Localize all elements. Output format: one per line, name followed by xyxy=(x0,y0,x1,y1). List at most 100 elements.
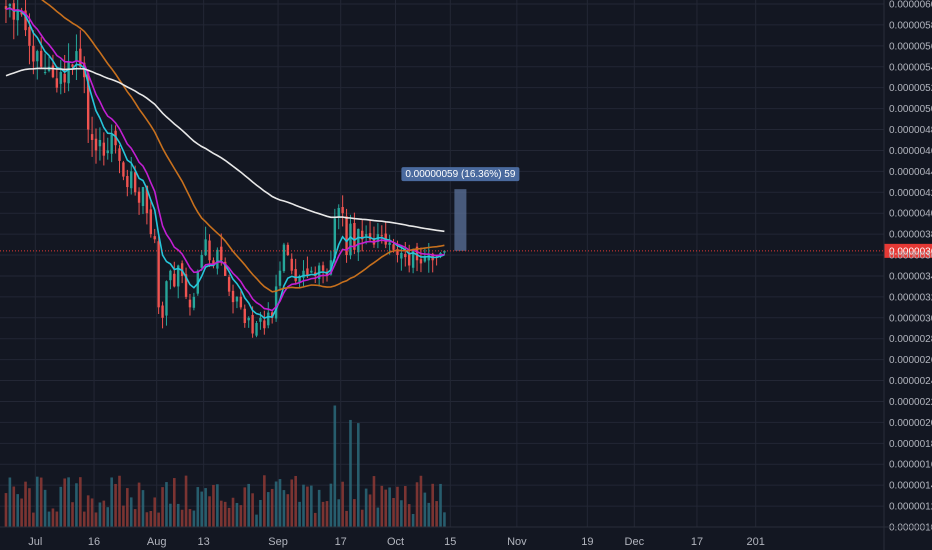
y-tick: 0.00000560 xyxy=(889,41,932,52)
x-tick: 17 xyxy=(335,536,347,548)
y-tick: 0.00000500 xyxy=(889,104,932,115)
volume-bar xyxy=(435,501,438,527)
time-axis[interactable]: Jul 16 Aug 13 Sep 17 Oct 15 Nov 19 Dec 17 201 xyxy=(28,536,765,548)
y-tick: 0.00000260 xyxy=(889,355,932,366)
volume-bar xyxy=(59,486,63,527)
candle-body xyxy=(39,50,43,67)
volume-bar xyxy=(102,500,106,527)
candle-body xyxy=(94,138,98,151)
candle-body xyxy=(400,252,403,259)
volume-bar xyxy=(310,485,313,527)
last-price-tag-text: 0.00000364 xyxy=(889,246,932,257)
volume-bar xyxy=(51,508,55,527)
candle-body xyxy=(4,6,8,10)
candle-body xyxy=(337,207,340,218)
y-tick-label: 0.00000180 xyxy=(889,439,932,450)
volume-bar xyxy=(188,509,192,527)
y-tick-label: 0.00000580 xyxy=(889,20,932,31)
y-tick-label: 0.00000300 xyxy=(889,313,932,324)
measure-tool[interactable]: 0.00000059 (16.36%) 59 xyxy=(401,167,520,251)
volume-bar xyxy=(161,487,164,527)
volume-bar xyxy=(403,486,407,527)
y-tick-label: 0.00000400 xyxy=(889,209,932,220)
candle-body xyxy=(396,249,399,256)
candle-body xyxy=(223,261,227,276)
volume-bar xyxy=(90,498,94,527)
volume-bar xyxy=(212,484,215,527)
volume-bar xyxy=(216,484,219,527)
candle-body xyxy=(102,142,106,156)
volume-bar xyxy=(79,477,82,527)
y-tick-label: 0.00000540 xyxy=(889,62,932,73)
candle-body xyxy=(16,9,19,21)
candle-body xyxy=(43,71,47,73)
volume-bar xyxy=(423,492,427,527)
x-tick: 13 xyxy=(198,536,210,548)
candle-body xyxy=(243,308,246,324)
volume-bar xyxy=(317,489,321,527)
x-tick-label: Sep xyxy=(268,536,288,548)
candle-body xyxy=(20,12,23,15)
volume-bar xyxy=(368,494,372,527)
volume-bar xyxy=(118,475,121,527)
volume-bar xyxy=(8,477,12,527)
volume-bar xyxy=(282,490,286,527)
volume-bar xyxy=(47,511,51,527)
candle-body xyxy=(169,270,172,281)
x-tick: 15 xyxy=(444,536,456,548)
volume-bar xyxy=(360,509,364,527)
last-price-tag-bg xyxy=(884,243,932,258)
candle-body xyxy=(278,270,282,286)
volume-bar xyxy=(86,495,90,527)
volume-bar xyxy=(259,499,262,527)
y-tick: 0.00000200 xyxy=(889,418,932,429)
y-tick-label: 0.00000460 xyxy=(889,146,932,157)
candle-body xyxy=(231,290,235,303)
candle-body xyxy=(259,317,262,322)
candle-body xyxy=(310,270,313,273)
candle-body xyxy=(294,269,297,282)
y-tick: 0.00000580 xyxy=(889,20,932,31)
x-tick: 19 xyxy=(581,536,593,548)
volume-bar xyxy=(223,501,227,527)
volume-bar xyxy=(364,488,368,527)
volume-bar xyxy=(384,489,388,527)
candle-body xyxy=(71,64,74,67)
candle-body xyxy=(345,216,348,256)
y-tick-label: 0.00000200 xyxy=(889,418,932,429)
y-tick: 0.00000120 xyxy=(889,502,932,513)
volume-bar xyxy=(333,405,337,527)
volume-bar xyxy=(231,497,235,527)
candle-body xyxy=(255,323,258,336)
candle-body xyxy=(286,244,290,256)
volume-bar xyxy=(192,510,196,527)
y-tick: 0.00000140 xyxy=(889,481,932,492)
x-tick: Jul xyxy=(28,536,42,548)
volume-bar xyxy=(349,419,352,527)
volume-bar xyxy=(32,512,35,527)
candle-body xyxy=(126,176,129,188)
volume-bar xyxy=(357,423,360,527)
candle-body xyxy=(408,254,411,266)
ma-line-ema-200 xyxy=(5,67,445,233)
y-tick: 0.00000520 xyxy=(889,83,932,94)
volume-bar xyxy=(67,477,70,527)
candle-body xyxy=(321,265,325,271)
y-tick: 0.00000480 xyxy=(889,125,932,136)
volume-bar xyxy=(411,513,415,527)
y-tick: 0.00000100 xyxy=(889,523,932,534)
candle-body xyxy=(270,312,274,318)
candle-body xyxy=(153,236,156,240)
y-tick-label: 0.00000600 xyxy=(889,0,932,11)
y-tick: 0.00000440 xyxy=(889,167,932,178)
y-tick-label: 0.00000340 xyxy=(889,271,932,282)
candle-body xyxy=(333,218,337,259)
candle-body xyxy=(110,134,113,154)
volume-bar xyxy=(443,512,446,527)
volume-bar xyxy=(415,482,419,527)
x-tick: Sep xyxy=(268,536,288,548)
volume-bar xyxy=(63,478,66,527)
